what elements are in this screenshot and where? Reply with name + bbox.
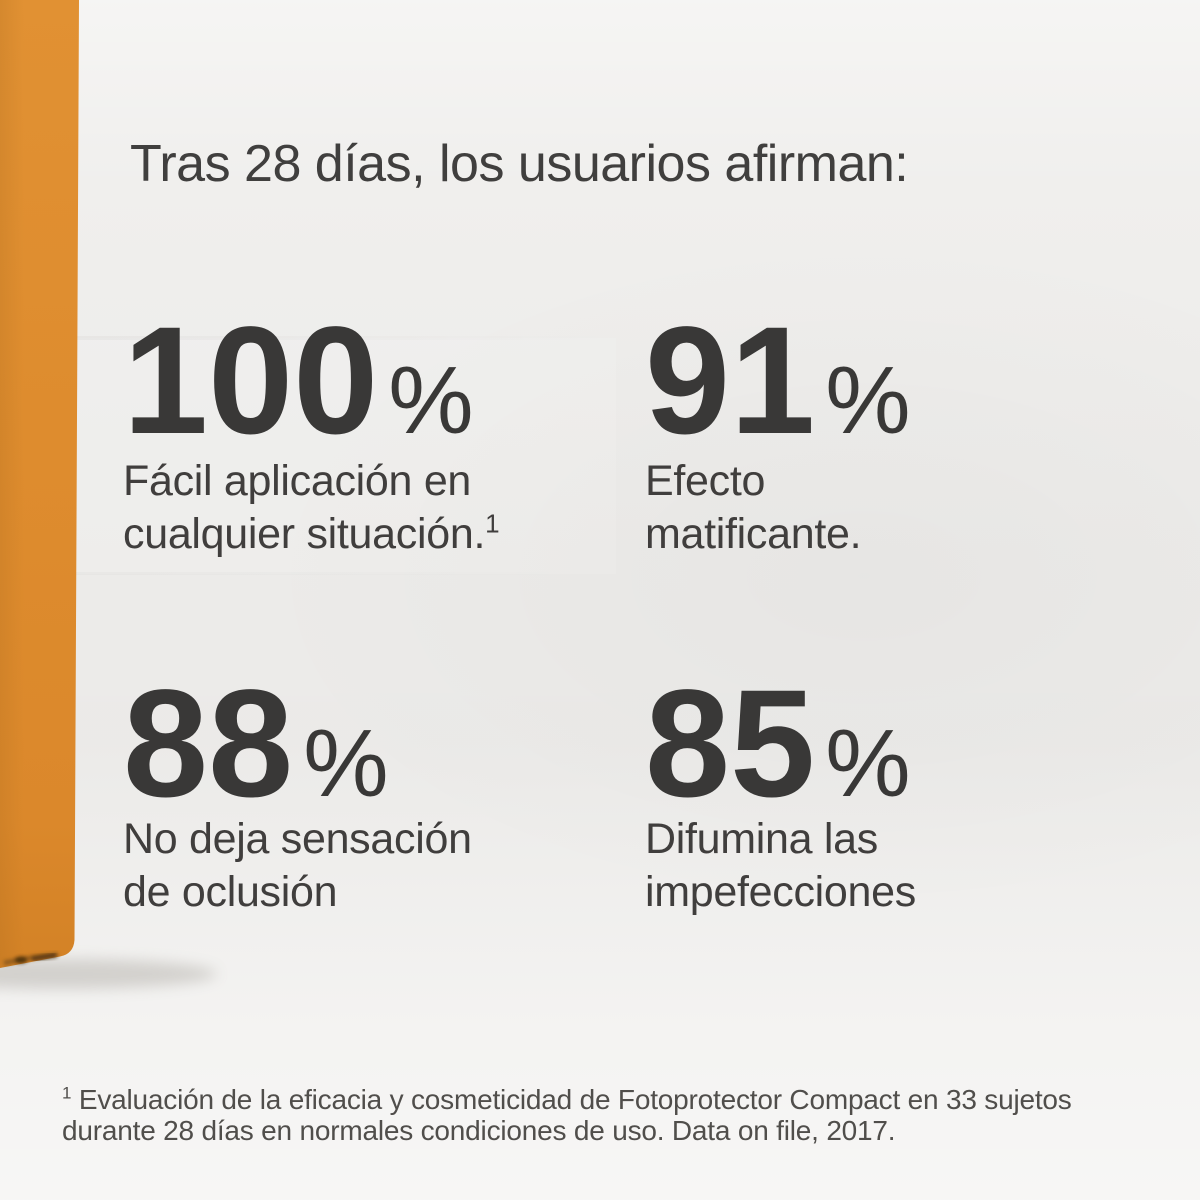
- stat-3-value: 88%: [123, 667, 389, 820]
- percent-sign: %: [825, 347, 910, 454]
- percent-sign: %: [825, 710, 910, 817]
- box-corner-speck: [15, 956, 27, 964]
- footnote-line2: durante 28 días en normales condiciones …: [62, 1115, 896, 1146]
- percent-sign: %: [303, 710, 388, 817]
- stat-3-number: 88: [123, 658, 294, 829]
- footnote-sup: 1: [62, 1083, 72, 1103]
- stat-1-value: 100%: [123, 304, 474, 457]
- stat-1-label: Fácil aplicación en cualquier situación.…: [123, 455, 500, 561]
- stat-1-number: 100: [123, 295, 379, 466]
- stat-2-value: 91%: [645, 304, 911, 457]
- stat-1-label-line2: cualquier situación.1: [123, 508, 500, 558]
- stat-4-value: 85%: [645, 667, 911, 820]
- footnote-line1: 1 Evaluación de la eficacia y cosmeticid…: [62, 1083, 1072, 1115]
- orange-product-box-edge: [0, 0, 217, 989]
- stat-4-label-line1: Difumina las: [645, 815, 878, 863]
- box-face-shading: [0, 0, 79, 968]
- footnote: 1 Evaluación de la eficacia y cosmeticid…: [62, 1084, 1072, 1146]
- stat-2-label-line1: Efecto: [645, 457, 766, 505]
- stat-3-label-line2: de oclusión: [123, 868, 338, 916]
- stat-2-label-line2: matificante.: [645, 510, 862, 558]
- claims-title: Tras 28 días, los usuarios afirman:: [130, 135, 909, 193]
- stat-1-label-line1: Fácil aplicación en: [123, 457, 472, 505]
- stat-4-label-line2: impefecciones: [645, 868, 916, 916]
- stat-3-label-line1: No deja sensación: [123, 815, 472, 863]
- stat-3-label: No deja sensación de oclusión: [123, 813, 472, 919]
- stat-2-number: 91: [645, 295, 816, 466]
- stat-4-number: 85: [645, 658, 816, 829]
- box-bottom-edge-dark: [31, 952, 57, 962]
- footnote-marker: 1: [485, 508, 500, 539]
- percent-sign: %: [388, 347, 473, 454]
- stat-4-label: Difumina las impefecciones: [645, 813, 916, 919]
- stat-2-label: Efecto matificante.: [645, 455, 862, 561]
- box-floor-shadow: [0, 959, 217, 989]
